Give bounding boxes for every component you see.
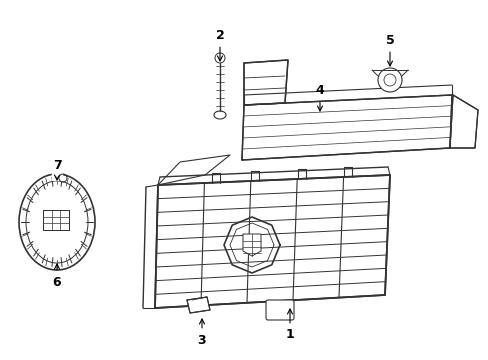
- Text: 2: 2: [215, 28, 224, 61]
- Polygon shape: [449, 95, 477, 148]
- Text: 1: 1: [285, 309, 294, 342]
- FancyBboxPatch shape: [52, 172, 62, 180]
- Text: 5: 5: [385, 33, 393, 66]
- Text: 3: 3: [197, 319, 206, 346]
- Polygon shape: [43, 210, 69, 230]
- Circle shape: [377, 68, 401, 92]
- Polygon shape: [242, 95, 451, 160]
- Polygon shape: [186, 297, 209, 313]
- Polygon shape: [155, 175, 389, 308]
- Text: 6: 6: [53, 264, 61, 288]
- FancyBboxPatch shape: [265, 300, 293, 320]
- Ellipse shape: [19, 174, 95, 270]
- Ellipse shape: [214, 111, 225, 119]
- Text: 4: 4: [315, 84, 324, 111]
- Text: 7: 7: [53, 158, 61, 180]
- Polygon shape: [243, 234, 261, 256]
- Polygon shape: [244, 60, 287, 105]
